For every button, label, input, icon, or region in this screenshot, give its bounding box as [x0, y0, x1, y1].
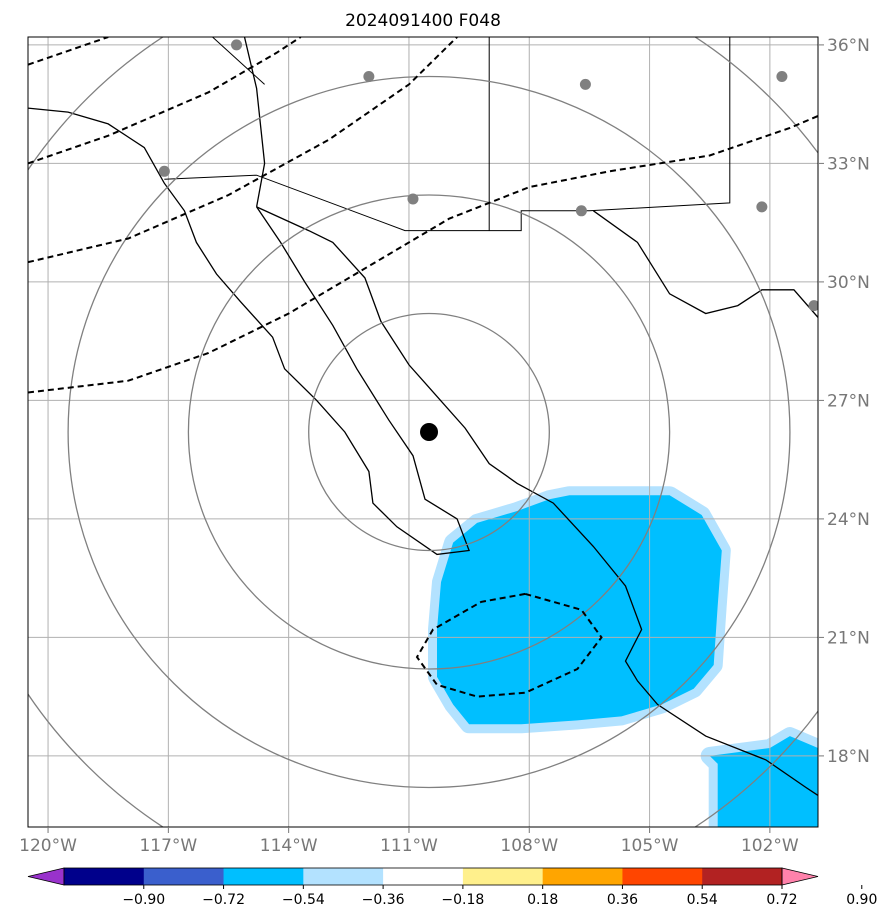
station-point [407, 193, 419, 205]
station-point [158, 165, 170, 177]
coastline [243, 37, 266, 208]
colorbar-cell [383, 868, 464, 885]
axis-layer: 120°W 117°W 114°W 111°W 108°W 105°W 102°W 18°N 2… [19, 36, 870, 856]
colorbar-cell [622, 868, 703, 885]
colorbar-cell [542, 868, 623, 885]
colorbar-tick-label: 0.18 [527, 892, 558, 908]
x-tick-label: 111°W [380, 836, 438, 856]
border-line [212, 37, 265, 85]
y-tick-label: 24°N [827, 510, 870, 530]
colorbar-frame [63, 867, 783, 886]
station-point [231, 39, 243, 51]
y-tick-label: 33°N [827, 154, 870, 174]
colorbar-tick-label: 0.90 [846, 892, 877, 908]
colorbar-tick-label: −0.36 [362, 892, 405, 908]
y-tick-label: 30°N [827, 273, 870, 293]
station-point [756, 201, 768, 213]
coastline [28, 107, 471, 556]
colorbar-cell [303, 868, 384, 885]
border-line [164, 37, 731, 232]
dashed-contour [28, 115, 818, 394]
filled-region [709, 736, 818, 827]
chart-title: 2024091400 F048 [345, 11, 501, 31]
colorbar-cell [64, 868, 145, 885]
station-point [363, 71, 375, 82]
colorbar-tick-label: 0.54 [687, 892, 718, 908]
filled-region [437, 495, 722, 725]
x-tick-label: 105°W [621, 836, 679, 856]
colorbar-tick-label: 0.72 [766, 892, 797, 908]
coastline [256, 206, 818, 796]
range-ring [67, 75, 791, 789]
dashed-contour [28, 37, 109, 66]
colorbar-cell [462, 868, 544, 885]
colorbar: −0.90 −0.72 −0.54 −0.36 −0.18 0.18 0.36 0.54 0.7… [27, 867, 877, 908]
x-tick-label: 108°W [500, 836, 558, 856]
colorbar-tick-label: 0.36 [607, 892, 638, 908]
station-point [776, 71, 788, 82]
colorbar-cell [143, 868, 225, 885]
map-frame [27, 36, 819, 828]
colorbar-cell [223, 868, 304, 885]
dashed-contour [28, 37, 302, 165]
x-tick-label: 114°W [260, 836, 318, 856]
station-point [575, 205, 587, 217]
station-point [808, 300, 818, 312]
x-tick-label: 117°W [139, 836, 197, 856]
colorbar-cell [702, 868, 783, 885]
colorbar-tick-label: −0.54 [282, 892, 325, 908]
y-tick-label: 21°N [827, 628, 870, 648]
dashed-contour [28, 37, 458, 264]
colorbar-tick-label: −0.90 [122, 892, 165, 908]
range-ring [187, 194, 671, 670]
y-tick-label: 36°N [827, 36, 870, 56]
colorbar-tick-label: −0.72 [202, 892, 245, 908]
center-marker [420, 423, 439, 441]
range-ring [308, 312, 550, 552]
x-tick-label: 102°W [741, 836, 799, 856]
colorbar-extend-low [27, 867, 65, 886]
y-tick-label: 27°N [827, 391, 870, 411]
colorbar-extend-high [781, 867, 819, 886]
dashed-contour-closed [415, 592, 603, 698]
y-tick-label: 18°N [827, 747, 870, 767]
colorbar-tick-label: −0.18 [441, 892, 484, 908]
x-tick-label: 120°W [19, 836, 77, 856]
station-point [579, 78, 591, 90]
coastline [593, 210, 818, 318]
